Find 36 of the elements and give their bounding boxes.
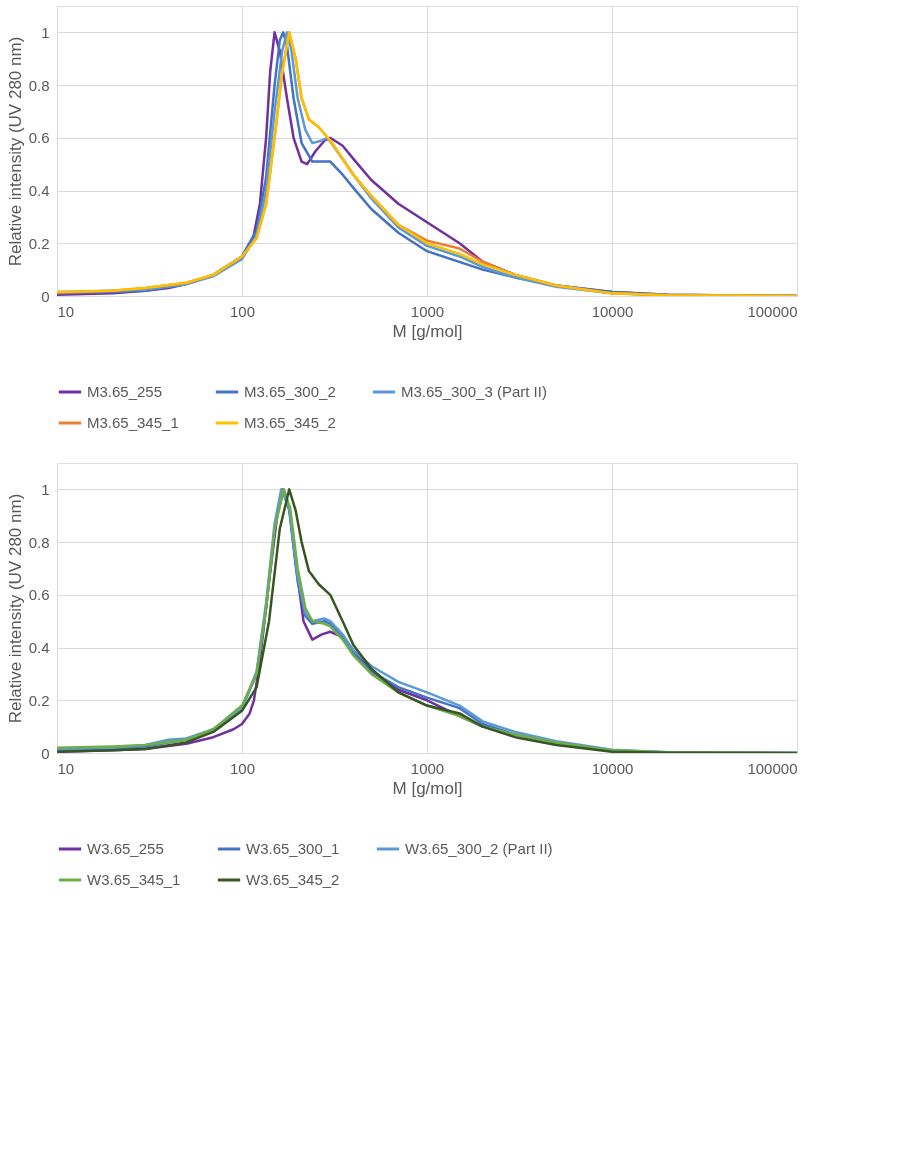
x-axis-title: M [g/mol]: [392, 778, 463, 798]
x-tick-label: 100: [229, 759, 256, 777]
x-tick-label: 100000: [747, 759, 798, 777]
y-tick-label: 0: [41, 287, 50, 305]
y-tick-label: 0.4: [28, 182, 50, 200]
y-tick-label: 1: [41, 480, 50, 498]
legend-label: W3.65_345_1: [87, 871, 181, 888]
x-tick-label: 10: [57, 759, 75, 777]
y-axis-title: Relative intensity (UV 280 nm): [5, 36, 25, 267]
y-tick-label: 0: [41, 744, 50, 762]
legend-label: W3.65_300_1: [246, 840, 340, 857]
legend-label: M3.65_300_2: [244, 383, 336, 400]
x-tick-label: 1000: [410, 302, 445, 320]
x-tick-label: 10000: [591, 302, 634, 320]
y-tick-label: 0.6: [28, 586, 50, 604]
y-tick-label: 0.6: [28, 129, 50, 147]
x-tick-label: 10000: [591, 759, 634, 777]
legend-label: W3.65_300_2 (Part II): [405, 840, 553, 857]
legend-label: M3.65_255: [87, 383, 163, 400]
x-axis-title: M [g/mol]: [392, 321, 463, 341]
x-tick-label: 100: [229, 302, 256, 320]
x-tick-label: 10: [57, 302, 75, 320]
legend-label: W3.65_255: [87, 840, 164, 857]
y-tick-label: 0.8: [28, 533, 50, 551]
y-tick-label: 0.2: [28, 691, 50, 709]
x-tick-label: 1000: [410, 759, 445, 777]
legend-label: W3.65_345_2: [246, 871, 340, 888]
legend-label: M3.65_345_2: [244, 414, 336, 431]
x-tick-label: 100000: [747, 302, 798, 320]
legend-label: M3.65_345_1: [87, 414, 179, 431]
legend-label: M3.65_300_3 (Part II): [401, 383, 547, 400]
y-tick-label: 0.4: [28, 639, 50, 657]
y-tick-label: 1: [41, 23, 50, 41]
y-tick-label: 0.2: [28, 234, 50, 252]
y-tick-label: 0.8: [28, 76, 50, 94]
y-axis-title: Relative intensity (UV 280 nm): [5, 493, 25, 724]
